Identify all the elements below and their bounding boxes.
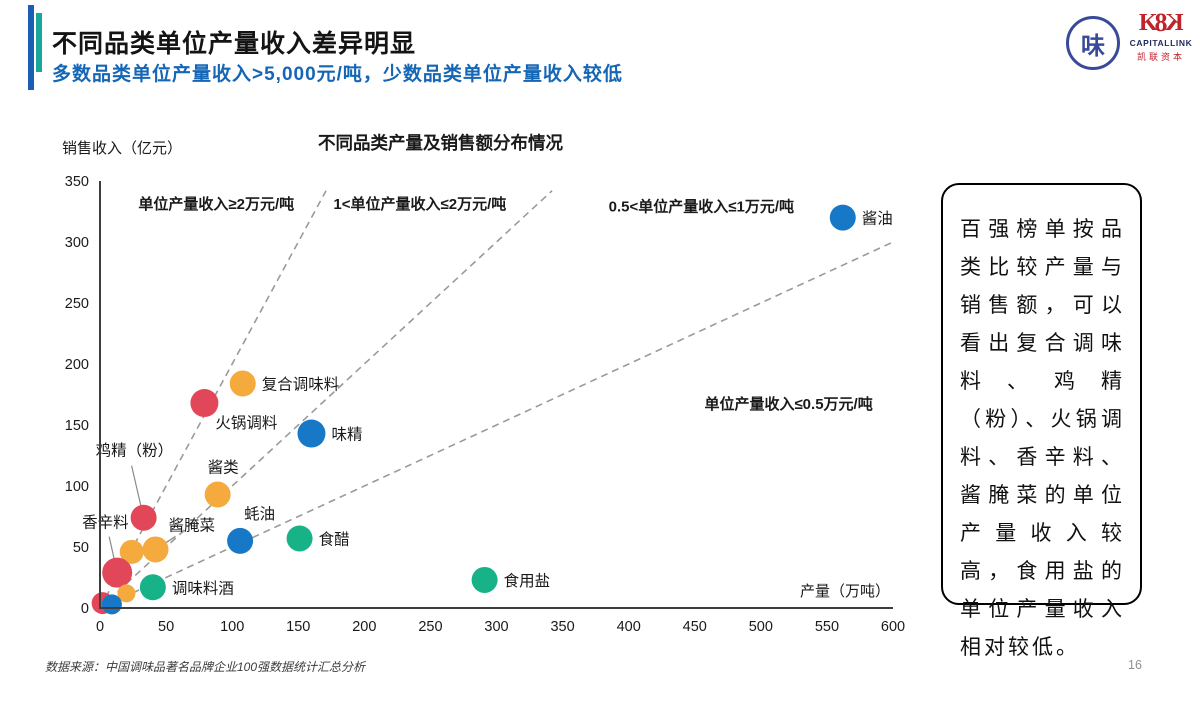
- point-label-火锅调料: 火锅调料: [215, 414, 277, 432]
- point-复合调味料: [229, 370, 256, 397]
- point-label-蚝油: 蚝油: [244, 505, 275, 523]
- y-tick-350: 350: [65, 174, 89, 190]
- x-tick-550: 550: [815, 619, 839, 635]
- page-subtitle: 多数品类单位产量收入>5,000元/吨，少数品类单位产量收入较低: [52, 64, 623, 85]
- point-label-鸡精（粉）: 鸡精（粉）: [96, 442, 174, 460]
- axes: [99, 181, 893, 609]
- point-unlabeled: [117, 584, 136, 603]
- region-label-2: 0.5<单位产量收入≤1万元/吨: [609, 198, 794, 216]
- chart-title: 不同品类产量及销售额分布情况: [318, 133, 563, 153]
- point-unlabeled: [119, 539, 144, 564]
- association-logo: 味: [1066, 16, 1120, 70]
- x-tick-0: 0: [96, 619, 104, 635]
- point-label-调味料酒: 调味料酒: [172, 579, 234, 597]
- y-tick-50: 50: [73, 540, 89, 556]
- point-食醋: [286, 525, 313, 552]
- point-鸡精（粉）: [130, 504, 157, 531]
- x-axis-title: 产量（万吨）: [800, 583, 890, 600]
- y-tick-100: 100: [65, 479, 89, 495]
- commentary-text: 百强榜单按品类比较产量与销售额，可以看出复合调味料、鸡精（粉）、火锅调料、香辛料…: [960, 218, 1125, 659]
- y-tick-0: 0: [81, 601, 89, 617]
- point-label-食醋: 食醋: [319, 530, 350, 548]
- point-label-香辛料: 香辛料: [82, 514, 129, 532]
- x-tick-100: 100: [220, 619, 244, 635]
- point-酱油: [829, 204, 856, 231]
- page-number: 16: [1128, 658, 1142, 672]
- y-tick-150: 150: [65, 418, 89, 434]
- x-tick-600: 600: [881, 619, 905, 635]
- point-unlabeled: [101, 594, 122, 615]
- point-酱腌菜: [142, 536, 169, 563]
- x-tick-200: 200: [352, 619, 376, 635]
- commentary-box: 百强榜单按品类比较产量与销售额，可以看出复合调味料、鸡精（粉）、火锅调料、香辛料…: [941, 183, 1142, 659]
- region-label-1: 1<单位产量收入≤2万元/吨: [333, 195, 506, 213]
- point-味精: [297, 419, 326, 448]
- y-axis-title: 销售收入（亿元）: [62, 140, 182, 157]
- point-香辛料: [102, 557, 133, 588]
- capitallink-logo: K 8 K CAPITALLINK 凯联资本: [1126, 10, 1196, 63]
- point-label-味精: 味精: [331, 426, 362, 444]
- source-note: 数据来源：中国调味品著名品牌企业100强数据统计汇总分析: [45, 660, 366, 674]
- y-tick-200: 200: [65, 357, 89, 373]
- y-tick-250: 250: [65, 296, 89, 312]
- point-火锅调料: [190, 389, 219, 418]
- region-label-0: 单位产量收入≥2万元/吨: [138, 195, 294, 213]
- x-tick-400: 400: [617, 619, 641, 635]
- x-tick-250: 250: [418, 619, 442, 635]
- point-label-复合调味料: 复合调味料: [262, 376, 340, 394]
- point-label-酱腌菜: 酱腌菜: [169, 516, 216, 534]
- association-logo-glyph: 味: [1081, 32, 1105, 60]
- accent-bar-blue: [28, 5, 34, 90]
- capitallink-cn-name: 凯联资本: [1136, 52, 1185, 62]
- x-tick-50: 50: [158, 619, 174, 635]
- y-tick-300: 300: [65, 235, 89, 251]
- point-label-酱类: 酱类: [208, 459, 239, 477]
- x-tick-450: 450: [683, 619, 707, 635]
- point-酱类: [204, 481, 231, 508]
- region-label-3: 单位产量收入≤0.5万元/吨: [704, 395, 872, 413]
- x-tick-500: 500: [749, 619, 773, 635]
- x-tick-350: 350: [550, 619, 574, 635]
- capitallink-name: CAPITALLINK: [1129, 38, 1193, 48]
- x-tick-300: 300: [484, 619, 508, 635]
- point-食用盐: [471, 566, 498, 593]
- point-label-食用盐: 食用盐: [504, 572, 551, 590]
- boundary-line-1: [99, 190, 553, 609]
- page-title: 不同品类单位产量收入差异明显: [52, 30, 417, 58]
- point-调味料酒: [139, 574, 166, 601]
- capitallink-monogram-icon: K 8 K: [1138, 8, 1184, 37]
- accent-bar-teal: [36, 13, 42, 72]
- x-tick-150: 150: [286, 619, 310, 635]
- point-label-酱油: 酱油: [862, 210, 893, 228]
- point-蚝油: [227, 527, 254, 554]
